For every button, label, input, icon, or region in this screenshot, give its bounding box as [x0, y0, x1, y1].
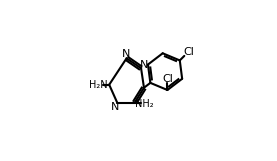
Text: NH₂: NH₂: [135, 99, 154, 109]
Text: N: N: [111, 102, 119, 112]
Text: N: N: [122, 49, 130, 59]
Text: H₂N: H₂N: [89, 80, 108, 90]
Text: Cl: Cl: [162, 74, 173, 84]
Text: Cl: Cl: [183, 47, 194, 57]
Text: N: N: [140, 60, 148, 70]
